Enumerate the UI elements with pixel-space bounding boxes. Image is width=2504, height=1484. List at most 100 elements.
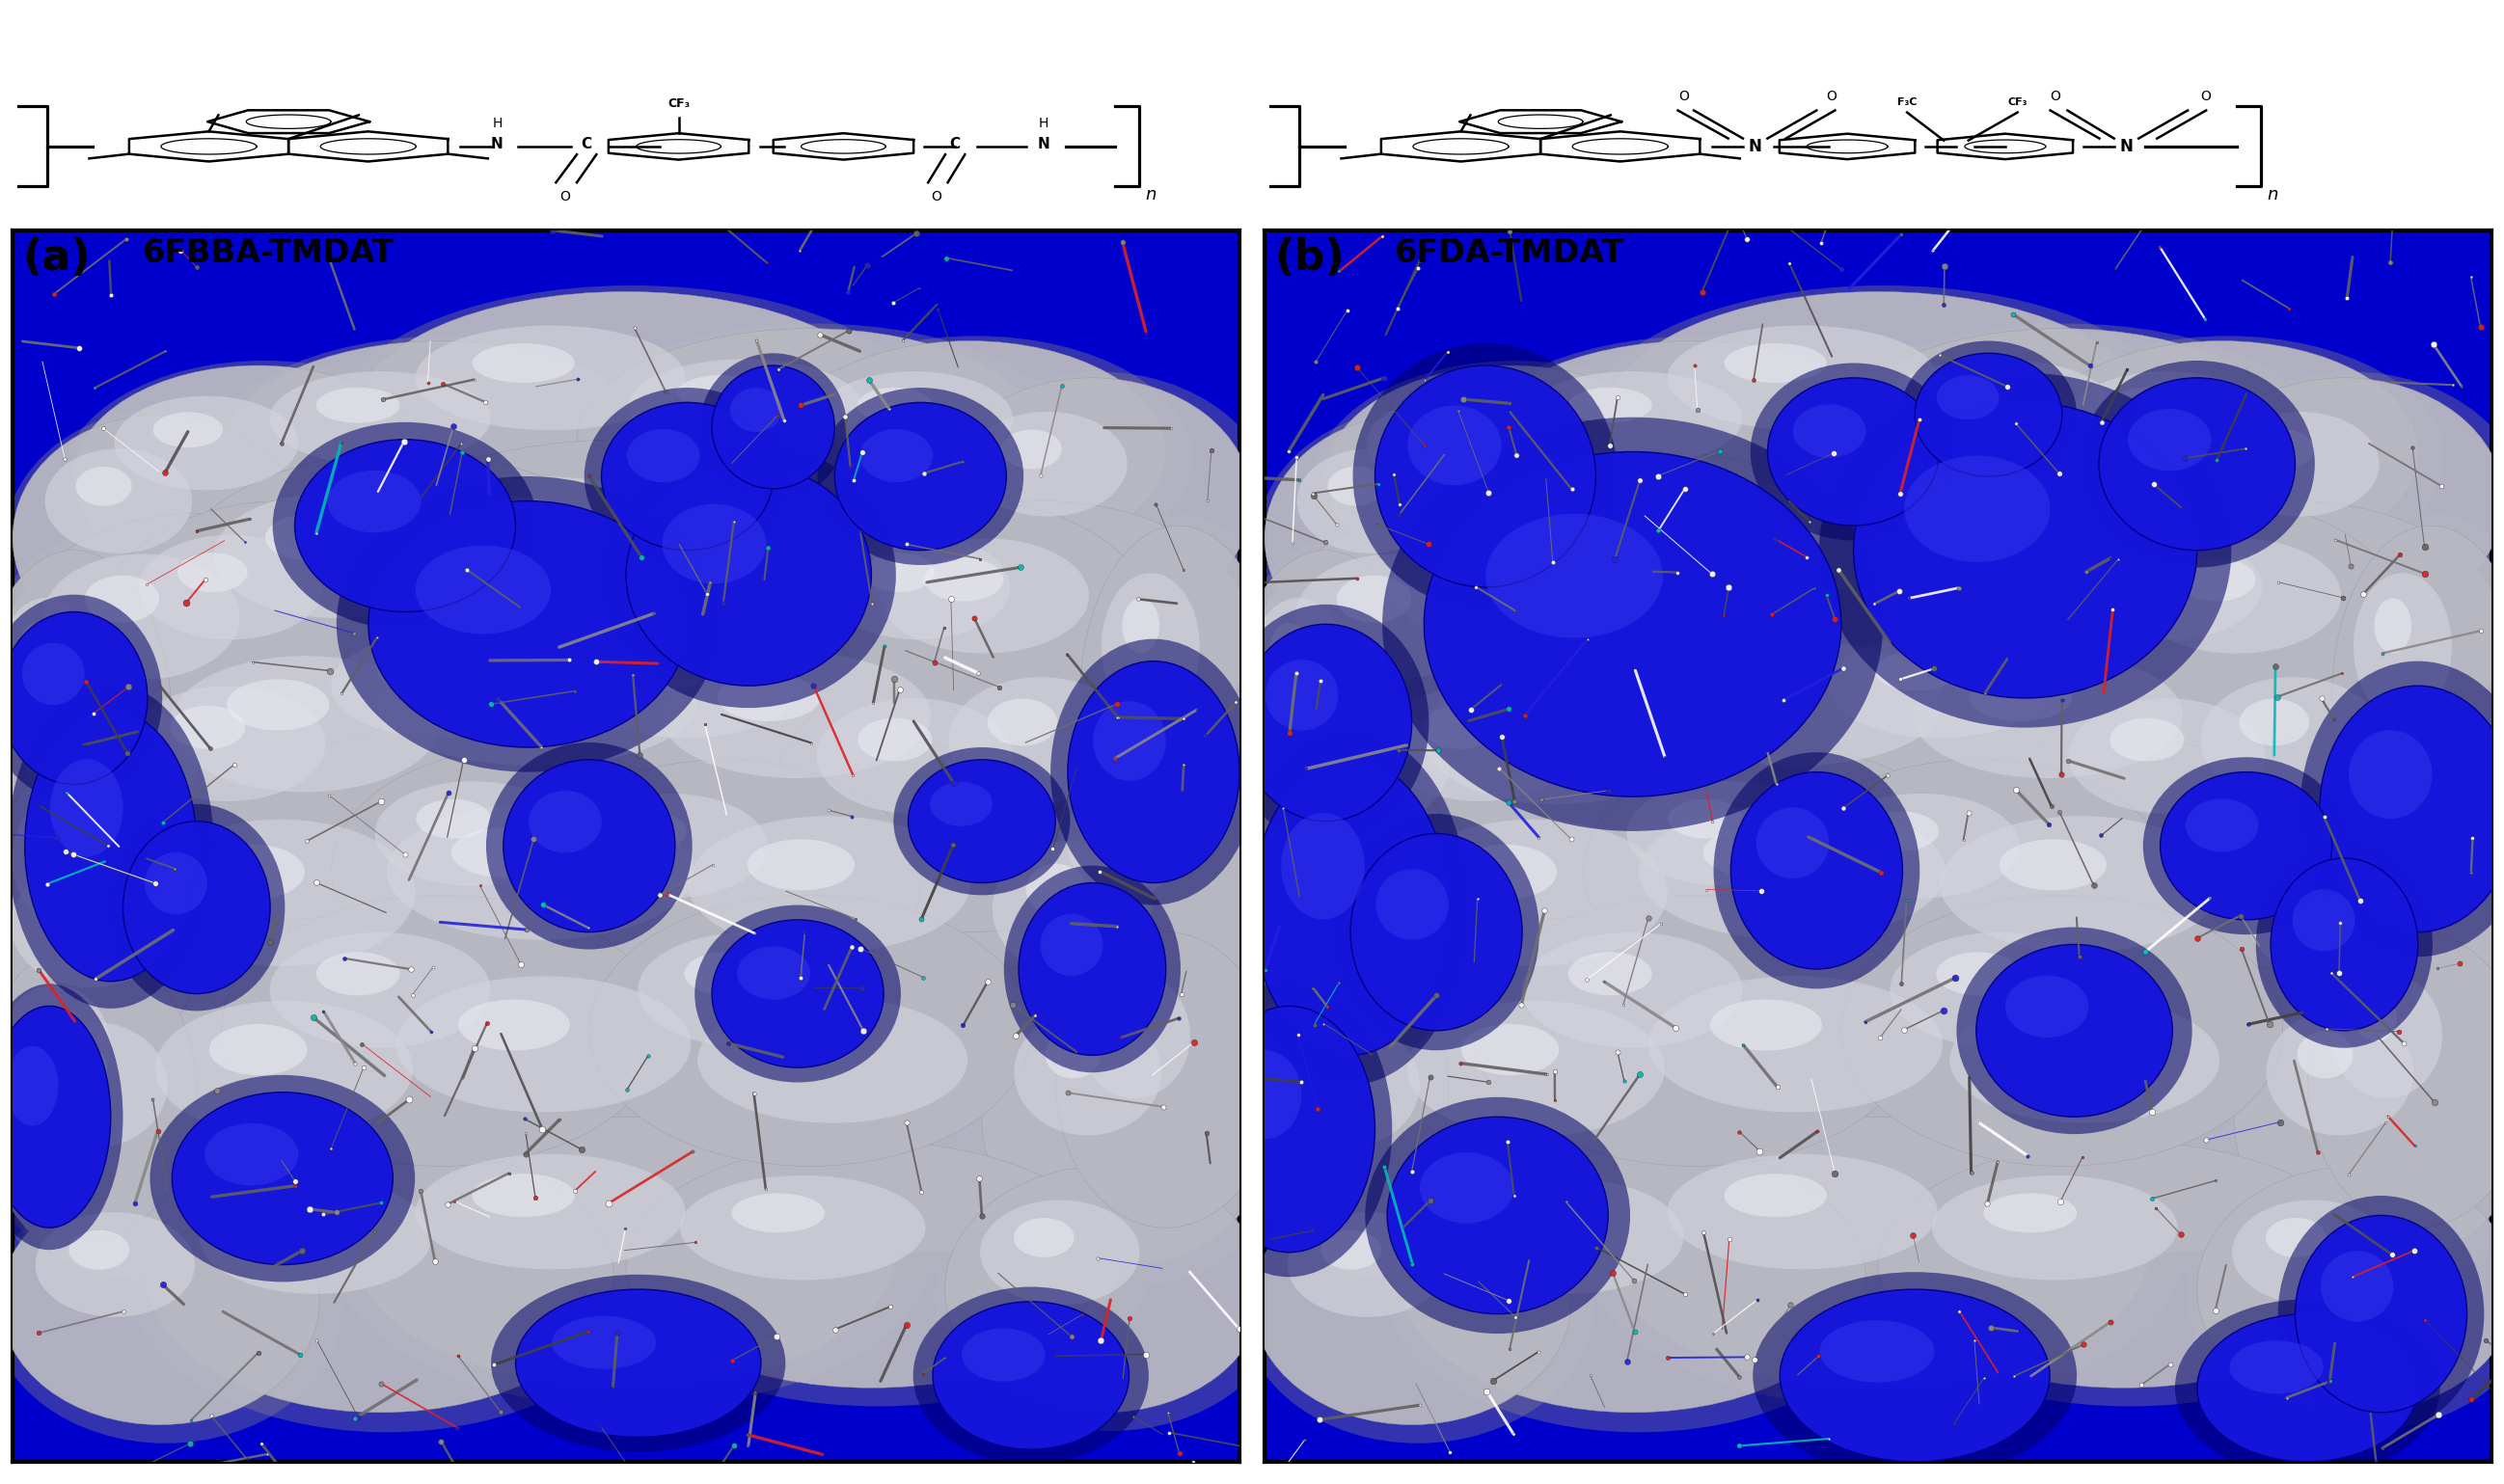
Ellipse shape <box>759 654 1192 951</box>
Ellipse shape <box>931 378 1252 625</box>
Ellipse shape <box>50 760 123 856</box>
Ellipse shape <box>0 972 303 1298</box>
Ellipse shape <box>661 505 766 583</box>
Ellipse shape <box>1277 702 1450 828</box>
Ellipse shape <box>1583 600 2173 895</box>
Ellipse shape <box>2296 735 2504 1031</box>
Ellipse shape <box>1392 444 1933 769</box>
Ellipse shape <box>130 686 326 801</box>
Ellipse shape <box>1780 1290 2051 1462</box>
Ellipse shape <box>2148 628 2504 953</box>
Ellipse shape <box>2221 411 2379 516</box>
Ellipse shape <box>316 953 401 996</box>
Ellipse shape <box>1583 451 2173 697</box>
Ellipse shape <box>1648 640 1943 766</box>
Ellipse shape <box>316 387 401 423</box>
Text: N: N <box>1037 137 1049 151</box>
Ellipse shape <box>1648 976 1943 1112</box>
Ellipse shape <box>1057 932 1277 1227</box>
Ellipse shape <box>1881 359 2113 453</box>
Ellipse shape <box>220 341 664 562</box>
Ellipse shape <box>1265 660 1337 730</box>
Ellipse shape <box>1455 844 1557 899</box>
Ellipse shape <box>78 947 646 1298</box>
Ellipse shape <box>957 797 1277 1117</box>
Ellipse shape <box>754 1020 856 1066</box>
Ellipse shape <box>1390 534 1575 640</box>
Ellipse shape <box>1227 551 1425 895</box>
Ellipse shape <box>308 432 957 730</box>
Ellipse shape <box>626 429 699 482</box>
Ellipse shape <box>2279 1196 2484 1432</box>
Ellipse shape <box>1337 576 1412 623</box>
Ellipse shape <box>378 640 696 766</box>
Ellipse shape <box>1865 812 1938 850</box>
Text: H: H <box>493 117 503 131</box>
Ellipse shape <box>1457 335 1943 580</box>
Ellipse shape <box>1936 375 1998 420</box>
Ellipse shape <box>1648 485 1943 591</box>
Ellipse shape <box>1337 772 1878 1117</box>
Ellipse shape <box>1044 735 1265 1031</box>
Ellipse shape <box>1412 451 1903 748</box>
Ellipse shape <box>98 502 466 748</box>
Ellipse shape <box>295 749 969 1103</box>
Ellipse shape <box>1252 513 1645 809</box>
Ellipse shape <box>1668 1155 1938 1269</box>
Ellipse shape <box>1275 1006 1317 1054</box>
Ellipse shape <box>1913 653 2183 778</box>
Ellipse shape <box>25 711 198 981</box>
Ellipse shape <box>1936 953 2021 996</box>
Ellipse shape <box>626 464 871 686</box>
Ellipse shape <box>210 1024 308 1076</box>
Ellipse shape <box>356 1117 896 1388</box>
Ellipse shape <box>0 813 318 1138</box>
Ellipse shape <box>962 1328 1044 1382</box>
Ellipse shape <box>0 598 95 745</box>
Ellipse shape <box>396 976 691 1112</box>
Ellipse shape <box>1763 594 2249 864</box>
Ellipse shape <box>336 1110 929 1407</box>
Ellipse shape <box>331 932 921 1252</box>
Text: CF₃: CF₃ <box>669 96 689 110</box>
Ellipse shape <box>150 1074 416 1282</box>
Ellipse shape <box>265 513 358 561</box>
Ellipse shape <box>583 387 791 565</box>
Ellipse shape <box>25 702 198 828</box>
Ellipse shape <box>386 804 694 939</box>
Ellipse shape <box>1242 1172 1593 1444</box>
Ellipse shape <box>1630 651 1713 690</box>
Ellipse shape <box>1820 1321 1936 1383</box>
Ellipse shape <box>1052 923 1295 1248</box>
Ellipse shape <box>1430 552 1500 592</box>
Ellipse shape <box>2011 654 2444 951</box>
Ellipse shape <box>213 493 458 617</box>
Ellipse shape <box>786 502 1154 748</box>
Ellipse shape <box>1325 641 1755 939</box>
Ellipse shape <box>203 844 305 899</box>
Ellipse shape <box>1860 1135 2399 1407</box>
Ellipse shape <box>1407 1000 1665 1137</box>
Ellipse shape <box>816 371 1012 466</box>
Ellipse shape <box>336 476 719 772</box>
Ellipse shape <box>376 781 571 886</box>
Ellipse shape <box>1916 353 2063 476</box>
Ellipse shape <box>1928 375 2018 411</box>
Ellipse shape <box>1387 1117 1608 1313</box>
Ellipse shape <box>0 595 163 801</box>
Ellipse shape <box>528 600 969 846</box>
Ellipse shape <box>1450 1178 1683 1294</box>
Ellipse shape <box>2026 662 2419 932</box>
Ellipse shape <box>1901 341 2076 488</box>
Ellipse shape <box>416 1155 686 1269</box>
Ellipse shape <box>1420 1153 1512 1223</box>
Ellipse shape <box>1465 493 1710 617</box>
Ellipse shape <box>198 1178 431 1294</box>
Ellipse shape <box>75 365 443 588</box>
Ellipse shape <box>248 1199 336 1242</box>
Ellipse shape <box>23 643 85 705</box>
Ellipse shape <box>1204 1006 1375 1252</box>
Ellipse shape <box>601 611 1142 908</box>
Ellipse shape <box>1933 1175 2178 1281</box>
Ellipse shape <box>576 328 1044 551</box>
